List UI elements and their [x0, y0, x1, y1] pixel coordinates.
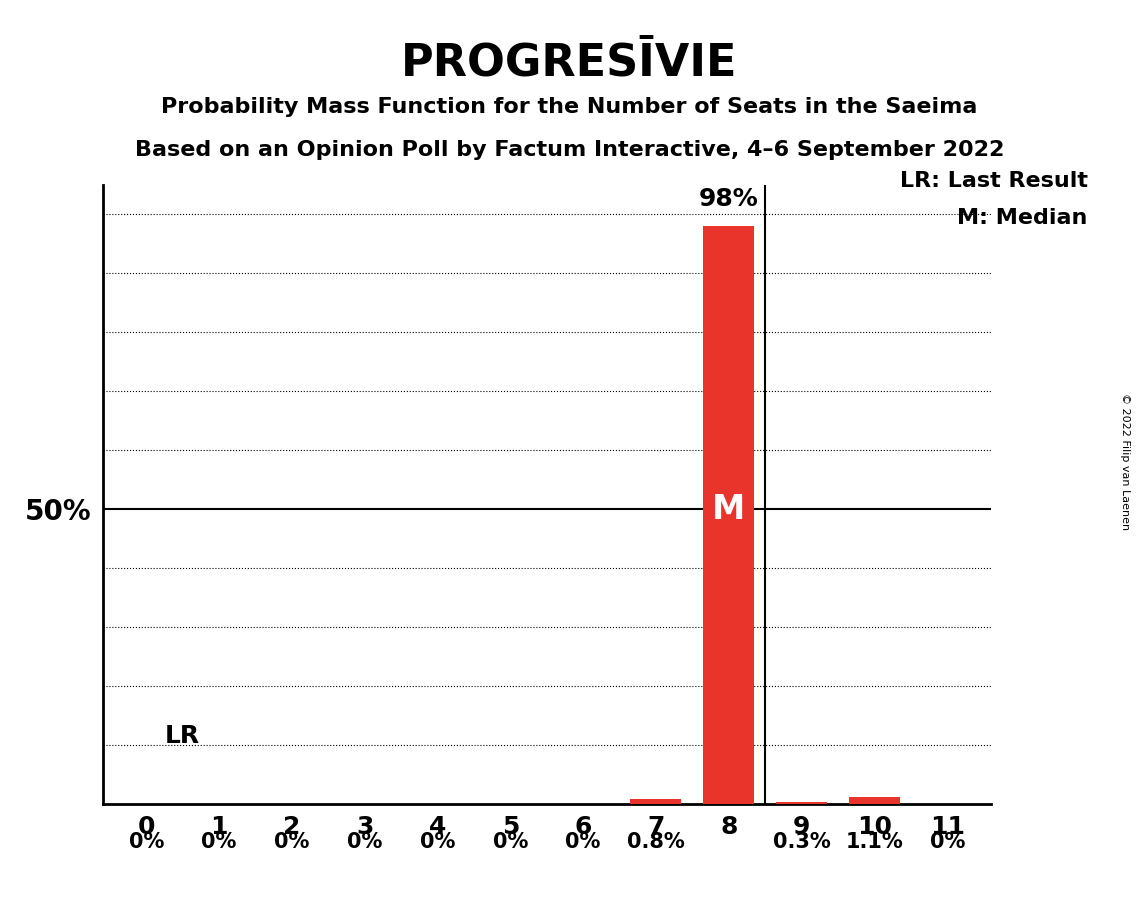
Text: 0%: 0% — [274, 833, 310, 852]
Text: M: M — [712, 492, 745, 526]
Text: Probability Mass Function for the Number of Seats in the Saeima: Probability Mass Function for the Number… — [162, 97, 977, 117]
Text: 0%: 0% — [565, 833, 600, 852]
Text: PROGRESĪVIE: PROGRESĪVIE — [401, 42, 738, 85]
Text: Based on an Opinion Poll by Factum Interactive, 4–6 September 2022: Based on an Opinion Poll by Factum Inter… — [134, 140, 1005, 161]
Text: 0%: 0% — [129, 833, 164, 852]
Text: 98%: 98% — [699, 188, 759, 212]
Bar — [849, 797, 900, 804]
Text: 0%: 0% — [493, 833, 528, 852]
Text: © 2022 Filip van Laenen: © 2022 Filip van Laenen — [1121, 394, 1130, 530]
Bar — [631, 799, 681, 804]
Text: 0.3%: 0.3% — [772, 833, 830, 852]
Text: 0%: 0% — [420, 833, 456, 852]
Text: LR: LR — [165, 723, 199, 748]
Text: 1.1%: 1.1% — [845, 833, 903, 852]
Bar — [703, 226, 754, 804]
Text: LR: Last Result: LR: Last Result — [900, 171, 1088, 191]
Text: 0%: 0% — [929, 833, 965, 852]
Bar — [776, 802, 827, 804]
Text: 0%: 0% — [347, 833, 383, 852]
Text: M: Median: M: Median — [958, 208, 1088, 228]
Text: 0%: 0% — [202, 833, 237, 852]
Text: 0.8%: 0.8% — [628, 833, 685, 852]
